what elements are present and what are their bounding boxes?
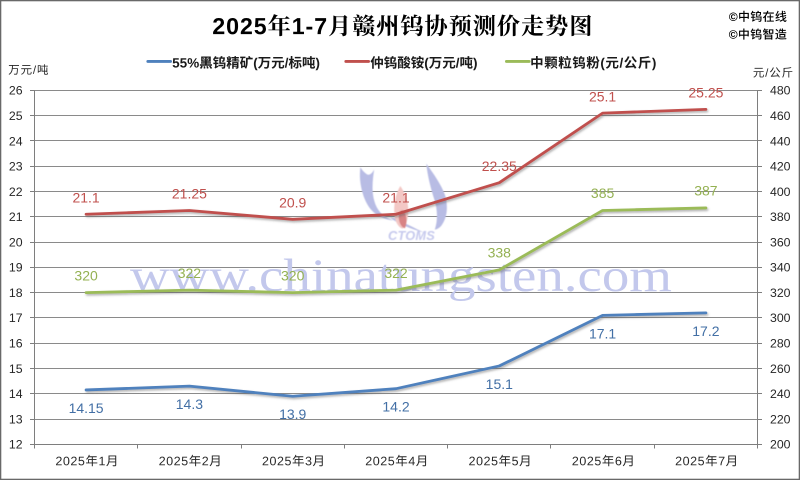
svg-text:13.9: 13.9 (279, 406, 306, 422)
svg-text:322: 322 (178, 265, 202, 281)
svg-text:20: 20 (9, 235, 23, 249)
svg-text:17.2: 17.2 (692, 323, 719, 339)
svg-text:460: 460 (770, 109, 791, 123)
svg-text:21.1: 21.1 (382, 190, 409, 206)
svg-text:420: 420 (770, 160, 791, 174)
svg-text:14.2: 14.2 (382, 399, 409, 415)
svg-text:13: 13 (9, 412, 23, 426)
svg-text:19: 19 (9, 261, 23, 275)
svg-text:220: 220 (770, 412, 791, 426)
svg-text:20.9: 20.9 (279, 195, 306, 211)
svg-text:15: 15 (9, 362, 23, 376)
svg-text:18: 18 (9, 286, 23, 300)
svg-text:14.3: 14.3 (176, 396, 203, 412)
svg-text:340: 340 (770, 261, 791, 275)
svg-text:16: 16 (9, 336, 23, 350)
svg-text:360: 360 (770, 235, 791, 249)
svg-text:320: 320 (74, 267, 98, 283)
svg-text:26: 26 (9, 84, 23, 98)
svg-text:24: 24 (9, 134, 23, 148)
svg-text:21: 21 (9, 210, 23, 224)
svg-text:12: 12 (9, 438, 23, 452)
svg-text:385: 385 (591, 185, 615, 201)
svg-text:22.35: 22.35 (482, 158, 517, 174)
svg-text:25.1: 25.1 (589, 88, 616, 104)
svg-text:400: 400 (770, 185, 791, 199)
svg-text:322: 322 (384, 265, 408, 281)
svg-text:CTOMS: CTOMS (388, 228, 435, 243)
svg-text:260: 260 (770, 362, 791, 376)
svg-text:300: 300 (770, 311, 791, 325)
svg-text:22: 22 (9, 185, 23, 199)
svg-text:17.1: 17.1 (589, 325, 616, 341)
svg-text:15.1: 15.1 (486, 376, 513, 392)
svg-text:440: 440 (770, 134, 791, 148)
svg-text:280: 280 (770, 336, 791, 350)
svg-text:25: 25 (9, 109, 23, 123)
svg-text:25.25: 25.25 (688, 85, 723, 101)
svg-text:387: 387 (694, 183, 718, 199)
svg-text:480: 480 (770, 84, 791, 98)
svg-text:240: 240 (770, 387, 791, 401)
svg-text:23: 23 (9, 160, 23, 174)
svg-text:320: 320 (281, 267, 305, 283)
svg-text:14.15: 14.15 (69, 400, 104, 416)
svg-text:200: 200 (770, 438, 791, 452)
svg-text:www.chinatungsten.com: www.chinatungsten.com (130, 250, 672, 302)
svg-text:14: 14 (9, 387, 23, 401)
svg-text:21.1: 21.1 (72, 190, 99, 206)
svg-text:17: 17 (9, 311, 23, 325)
svg-text:320: 320 (770, 286, 791, 300)
svg-text:21.25: 21.25 (172, 186, 207, 202)
svg-text:338: 338 (488, 245, 512, 261)
svg-text:380: 380 (770, 210, 791, 224)
